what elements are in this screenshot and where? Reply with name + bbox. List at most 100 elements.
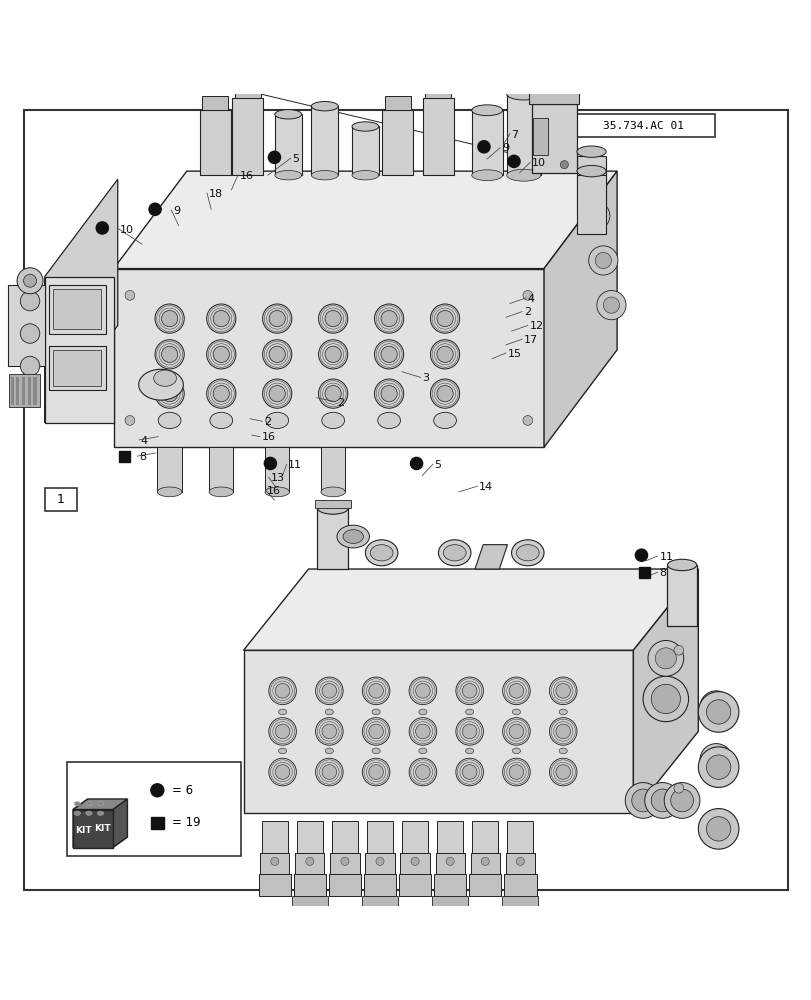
Bar <box>264 447 289 492</box>
Text: 5: 5 <box>292 154 299 164</box>
Bar <box>11 377 14 405</box>
Circle shape <box>268 386 285 402</box>
Circle shape <box>341 857 349 865</box>
Bar <box>502 896 538 912</box>
Polygon shape <box>243 569 697 650</box>
Text: 35.734.AC 01: 35.734.AC 01 <box>603 121 683 131</box>
Circle shape <box>212 386 230 402</box>
Circle shape <box>368 684 383 698</box>
Ellipse shape <box>559 748 567 754</box>
Circle shape <box>125 291 135 300</box>
Text: 11: 11 <box>288 460 302 470</box>
Circle shape <box>522 416 532 425</box>
Bar <box>572 114 714 137</box>
Circle shape <box>315 718 343 745</box>
Circle shape <box>268 151 280 163</box>
Ellipse shape <box>153 370 176 386</box>
Circle shape <box>262 304 291 333</box>
Text: 16: 16 <box>239 171 253 181</box>
Circle shape <box>508 765 523 779</box>
Bar <box>507 821 533 853</box>
Ellipse shape <box>351 122 378 131</box>
Text: = 6: = 6 <box>172 784 193 797</box>
Ellipse shape <box>74 802 80 806</box>
Ellipse shape <box>443 545 466 561</box>
Ellipse shape <box>139 369 183 400</box>
Circle shape <box>20 291 40 311</box>
Ellipse shape <box>576 146 605 157</box>
Circle shape <box>268 346 285 362</box>
Circle shape <box>380 386 397 402</box>
Circle shape <box>368 765 383 779</box>
Bar <box>506 94 540 175</box>
Circle shape <box>516 857 524 865</box>
Ellipse shape <box>512 748 520 754</box>
Ellipse shape <box>74 811 80 815</box>
Circle shape <box>455 677 483 705</box>
Circle shape <box>673 645 683 655</box>
Circle shape <box>556 765 570 779</box>
Circle shape <box>508 684 523 698</box>
Ellipse shape <box>97 802 104 806</box>
Bar <box>258 874 290 896</box>
Circle shape <box>375 857 384 865</box>
Ellipse shape <box>433 412 456 429</box>
Ellipse shape <box>97 811 104 815</box>
Bar <box>8 285 45 366</box>
Circle shape <box>212 310 230 327</box>
Bar <box>49 346 105 390</box>
Bar <box>157 447 182 492</box>
Circle shape <box>642 676 688 722</box>
Circle shape <box>706 700 730 724</box>
Circle shape <box>324 346 341 362</box>
Bar <box>433 874 466 896</box>
Ellipse shape <box>351 171 378 180</box>
Text: 10: 10 <box>531 158 545 168</box>
Bar <box>431 896 467 912</box>
Ellipse shape <box>342 530 363 543</box>
Circle shape <box>148 203 161 215</box>
Circle shape <box>410 457 422 470</box>
Circle shape <box>430 379 459 408</box>
Circle shape <box>155 340 184 369</box>
Circle shape <box>654 648 676 669</box>
Ellipse shape <box>325 709 333 715</box>
Ellipse shape <box>371 748 380 754</box>
Circle shape <box>699 744 732 776</box>
Circle shape <box>624 783 660 818</box>
Circle shape <box>268 310 285 327</box>
Circle shape <box>362 718 389 745</box>
Text: 18: 18 <box>208 189 222 199</box>
Circle shape <box>556 684 570 698</box>
Bar <box>382 110 413 175</box>
Circle shape <box>596 291 625 320</box>
Bar <box>398 874 431 896</box>
Bar <box>22 377 25 405</box>
Circle shape <box>322 765 337 779</box>
Circle shape <box>374 340 403 369</box>
Bar <box>425 63 451 83</box>
Bar <box>28 377 31 405</box>
Circle shape <box>461 724 476 739</box>
Text: 2: 2 <box>264 417 271 427</box>
Polygon shape <box>73 837 127 848</box>
Circle shape <box>161 346 178 362</box>
Bar <box>504 874 536 896</box>
Ellipse shape <box>311 101 338 111</box>
Circle shape <box>318 379 347 408</box>
Circle shape <box>161 310 178 327</box>
Ellipse shape <box>317 502 348 514</box>
Circle shape <box>663 783 699 818</box>
Circle shape <box>206 304 235 333</box>
Circle shape <box>324 386 341 402</box>
Ellipse shape <box>209 487 234 497</box>
Text: 13: 13 <box>270 473 284 483</box>
Circle shape <box>631 789 654 812</box>
Polygon shape <box>114 269 543 447</box>
Ellipse shape <box>667 559 696 571</box>
Circle shape <box>268 677 296 705</box>
Circle shape <box>549 677 577 705</box>
Circle shape <box>268 758 296 786</box>
Bar <box>470 853 500 874</box>
Ellipse shape <box>365 540 397 566</box>
